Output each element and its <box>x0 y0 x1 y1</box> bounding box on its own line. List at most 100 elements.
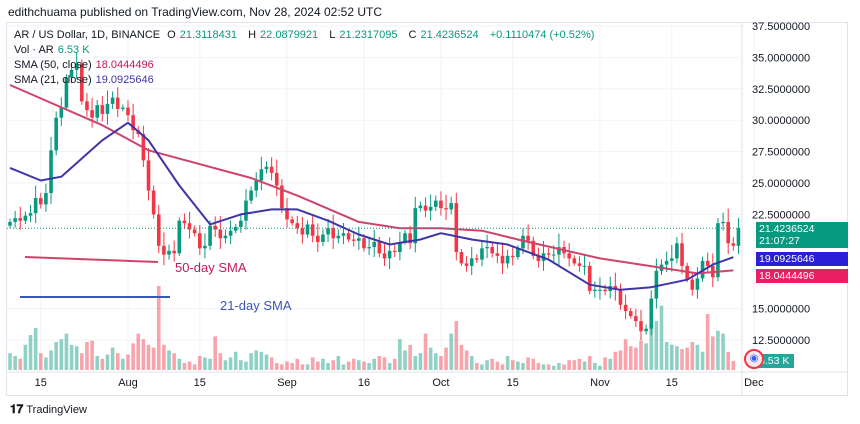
sma21-label[interactable]: SMA (21, close) <box>14 74 92 86</box>
volume-bar <box>387 363 392 370</box>
axes: 37.5000000 35.0000000 32.5000000 30.0000000… <box>7 21 848 395</box>
volume-bar <box>598 365 602 370</box>
volume-bar <box>634 347 638 370</box>
candle-body <box>392 250 397 253</box>
volume-bar <box>510 360 515 370</box>
volume-bar <box>675 346 679 370</box>
candle-body <box>649 298 654 329</box>
volume-bar <box>567 360 571 370</box>
candle-body <box>239 220 243 227</box>
candle-body <box>572 258 577 264</box>
volume-bar <box>551 365 556 370</box>
candle-body <box>736 228 741 246</box>
volume-bar <box>285 361 289 370</box>
candle-body <box>577 263 582 266</box>
candle-body <box>403 233 407 243</box>
volume-bar <box>136 333 141 370</box>
candle-body <box>351 239 356 241</box>
x-tick-label: 15 <box>194 377 206 389</box>
volume-bar <box>577 358 582 370</box>
publisher-line: edithchuama published on TradingView.com… <box>8 5 383 19</box>
volume-bar <box>669 344 674 370</box>
volume-bar <box>618 350 623 370</box>
volume-bar <box>439 356 443 370</box>
candle-body <box>280 185 284 209</box>
chart-legend: AR / US Dollar, 1D, BINANCE O 21.3118431 … <box>14 28 598 88</box>
candle-body <box>8 221 12 226</box>
close-label: C <box>408 29 417 41</box>
candle-body <box>28 213 33 216</box>
x-tick-label: Oct <box>432 377 449 389</box>
candle-body <box>264 166 269 170</box>
footer-brand[interactable]: 𝟏𝟕 TradingView <box>10 402 87 417</box>
x-tick-label: Nov <box>590 377 610 389</box>
candle-body <box>510 255 515 258</box>
candle-body <box>490 247 495 254</box>
volume-bar <box>408 344 412 370</box>
volume-label[interactable]: Vol · AR <box>14 44 54 56</box>
volume-bar <box>233 351 238 370</box>
volume-bar <box>54 342 58 370</box>
candle-body <box>146 160 151 191</box>
candle-body <box>38 198 43 205</box>
volume-bar <box>562 364 566 370</box>
x-tick-label: 16 <box>358 377 370 389</box>
volume-bar <box>700 351 705 370</box>
open-label: O <box>167 29 176 41</box>
symbol-label[interactable]: AR / US Dollar, 1D, BINANCE <box>14 29 161 41</box>
candle-body <box>162 245 166 255</box>
volume-bar <box>269 357 274 370</box>
sma21-value: 19.0925646 <box>95 74 154 86</box>
volume-bar <box>418 353 423 370</box>
volume-bar <box>321 358 325 370</box>
candle-body <box>382 253 387 259</box>
candle-body <box>346 233 351 240</box>
volume-value: 6.53 K <box>57 44 90 56</box>
candle-body <box>44 193 48 205</box>
candle-body <box>521 235 525 249</box>
candle-body <box>218 229 223 239</box>
sma50-annotation-line <box>24 256 159 263</box>
volume-bar <box>33 328 38 370</box>
sma50-price-tag: 18.0444496 <box>756 269 848 283</box>
volume-bar <box>428 347 433 370</box>
volume-bar <box>464 350 469 370</box>
candle-body <box>516 248 520 258</box>
volume-bar <box>495 361 500 370</box>
volume-bar <box>239 360 243 370</box>
candle-body <box>536 255 541 261</box>
volume-bar <box>254 350 259 370</box>
candle-body <box>192 229 197 234</box>
volume-bar <box>536 363 541 370</box>
candle-body <box>634 316 638 322</box>
volume-bar <box>228 357 233 370</box>
volume-bar <box>654 321 659 370</box>
sma50-annotation: 50-day SMA <box>175 260 247 275</box>
candle-body <box>269 166 274 173</box>
volume-bar <box>351 358 356 370</box>
volume-bar <box>582 361 587 370</box>
events-flag-icon[interactable]: ◉ <box>744 349 764 369</box>
volume-bar <box>526 357 530 370</box>
candle-body <box>721 221 725 224</box>
candle-body <box>582 265 587 267</box>
volume-bar <box>121 358 125 370</box>
volume-bar <box>433 353 438 370</box>
candle-body <box>172 250 176 254</box>
high-value: 22.0879921 <box>260 29 319 41</box>
candle-body <box>198 233 202 249</box>
volume-bar <box>244 361 248 370</box>
volume-bar <box>290 363 294 370</box>
candle-body <box>603 289 607 292</box>
last-price: 21.4236524 <box>759 223 815 235</box>
sma50-value: 18.0444496 <box>95 59 154 71</box>
candle-body <box>90 110 94 118</box>
sma50-label[interactable]: SMA (50, close) <box>14 59 92 71</box>
candle-body <box>716 223 720 278</box>
low-value: 21.2317095 <box>339 29 398 41</box>
candle-body <box>377 242 382 254</box>
candle-body <box>408 233 412 244</box>
volume-bar <box>18 358 23 370</box>
candle-body <box>259 169 264 181</box>
